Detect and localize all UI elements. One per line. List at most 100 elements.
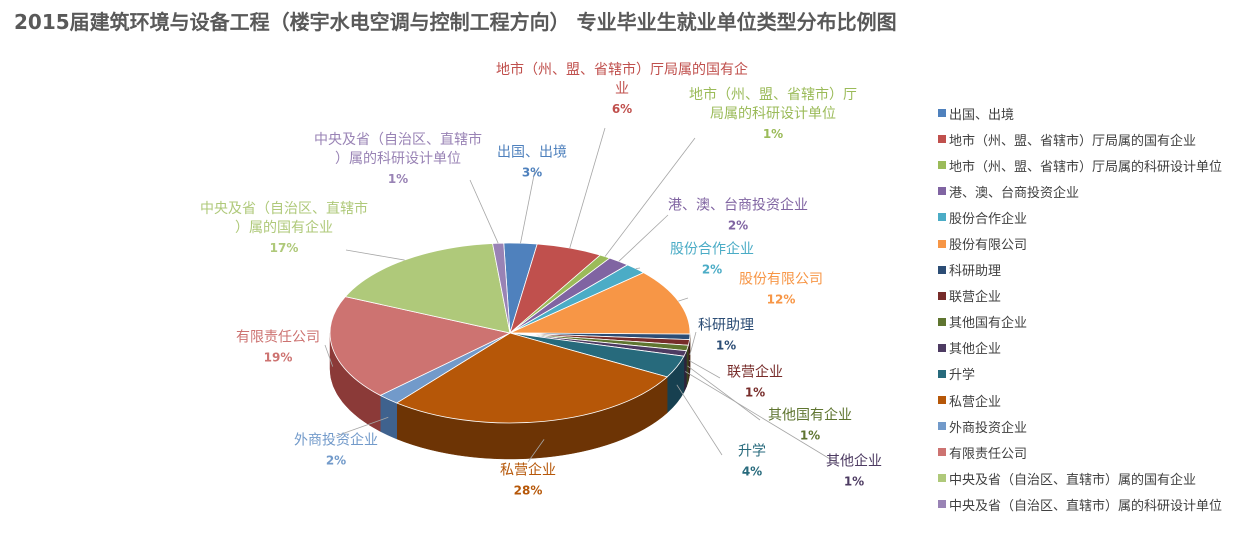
legend-swatch-3 bbox=[938, 187, 946, 196]
legend-item-13: 有限责任公司 bbox=[938, 439, 1222, 465]
legend-swatch-8 bbox=[938, 317, 946, 326]
legend-label-3: 港、澳、台商投资企业 bbox=[949, 185, 1080, 201]
legend-item-5: 股份有限公司 bbox=[938, 230, 1222, 256]
data-label-name-10: 升学 bbox=[738, 444, 766, 460]
data-label-name-7: 联营企业 bbox=[727, 364, 783, 381]
data-label-pct-15: 1% bbox=[388, 172, 408, 186]
pie-slice-15 bbox=[492, 242, 511, 334]
leader-lines bbox=[324, 127, 836, 463]
legend-swatch-12 bbox=[938, 422, 946, 431]
legend-item-1: 地市（州、盟、省辖市）厅局属的国有企业 bbox=[938, 126, 1222, 152]
legend-label-13: 有限责任公司 bbox=[949, 446, 1028, 462]
legend-swatch-10 bbox=[938, 369, 946, 378]
legend: 出国、出境 地市（州、盟、省辖市）厅局属的国有企业 地市（州、盟、省辖市）厅局属的科… bbox=[938, 100, 1222, 518]
legend-item-0: 出国、出境 bbox=[938, 100, 1222, 126]
data-label-name-13: 有限责任公司 bbox=[236, 330, 320, 346]
legend-swatch-2 bbox=[938, 161, 946, 170]
data-label-name-6: 科研助理 bbox=[698, 318, 754, 334]
legend-item-6: 科研助理 bbox=[938, 257, 1222, 283]
pie-slice-5 bbox=[509, 272, 691, 335]
leader-line-6 bbox=[689, 331, 697, 355]
leader-line-0 bbox=[520, 169, 536, 244]
data-label-name-1: 地市（州、盟、省辖市）厅局属的国有企业 bbox=[496, 61, 748, 97]
legend-swatch-6 bbox=[938, 265, 946, 274]
data-label-name-5: 股份有限公司 bbox=[739, 272, 823, 288]
leader-line-1 bbox=[569, 127, 606, 249]
legend-swatch-4 bbox=[938, 213, 946, 222]
leader-line-3 bbox=[618, 214, 669, 262]
leader-line-7 bbox=[688, 360, 721, 379]
legend-item-11: 私营企业 bbox=[938, 387, 1222, 413]
leader-line-13 bbox=[324, 344, 334, 367]
legend-item-15: 中央及省（自治区、直辖市）属的科研设计单位 bbox=[938, 491, 1222, 517]
legend-item-3: 港、澳、台商投资企业 bbox=[938, 178, 1222, 204]
data-label-name-14: 中央及省（自治区、直辖市）属的国有企业 bbox=[200, 200, 368, 236]
data-labels: 出国、出境 3% 地市（州、盟、省辖市）厅局属的国有企业 6% 地市（州、盟、省辖市）厅… bbox=[200, 61, 882, 498]
legend-label-11: 私营企业 bbox=[949, 394, 1002, 410]
pie-slice-14 bbox=[344, 243, 511, 334]
data-label-pct-13: 19% bbox=[264, 351, 293, 365]
legend-swatch-5 bbox=[938, 239, 946, 248]
data-label-pct-11: 28% bbox=[514, 484, 543, 498]
data-label-name-12: 外商投资企业 bbox=[294, 432, 378, 449]
legend-swatch-0 bbox=[938, 109, 946, 118]
pie-sides bbox=[329, 332, 691, 460]
data-label-pct-8: 1% bbox=[800, 429, 820, 443]
data-label-pct-7: 1% bbox=[745, 386, 765, 400]
data-label-name-3: 港、澳、台商投资企业 bbox=[668, 197, 808, 214]
leader-line-10 bbox=[676, 384, 723, 456]
data-label-name-0: 出国、出境 bbox=[497, 145, 567, 161]
pie-side-9 bbox=[683, 350, 687, 393]
legend-label-15: 中央及省（自治区、直辖市）属的科研设计单位 bbox=[949, 498, 1223, 514]
data-label-name-9: 其他企业 bbox=[826, 453, 882, 470]
data-label-pct-12: 2% bbox=[326, 454, 346, 468]
legend-item-12: 外商投资企业 bbox=[938, 413, 1222, 439]
leader-line-9 bbox=[685, 371, 836, 463]
data-label-pct-3: 2% bbox=[728, 219, 748, 233]
legend-label-5: 股份有限公司 bbox=[949, 238, 1028, 254]
legend-label-0: 出国、出境 bbox=[949, 107, 1015, 123]
legend-item-10: 升学 bbox=[938, 361, 1222, 387]
data-label-name-11: 私营企业 bbox=[500, 462, 556, 479]
leader-line-2 bbox=[604, 137, 696, 257]
leader-line-11 bbox=[527, 439, 545, 463]
data-label-pct-5: 12% bbox=[767, 293, 796, 307]
legend-swatch-1 bbox=[938, 135, 946, 144]
legend-label-9: 其他企业 bbox=[949, 342, 1002, 358]
data-label-pct-0: 3% bbox=[522, 166, 542, 180]
data-label-name-8: 其他国有企业 bbox=[768, 407, 852, 424]
legend-label-10: 升学 bbox=[949, 368, 976, 384]
legend-label-6: 科研助理 bbox=[949, 264, 1002, 280]
legend-swatch-13 bbox=[938, 448, 946, 457]
pie-slices bbox=[329, 242, 691, 424]
legend-swatch-11 bbox=[938, 396, 946, 405]
data-label-name-2: 地市（州、盟、省辖市）厅局属的科研设计单位 bbox=[689, 86, 857, 122]
data-label-name-15: 中央及省（自治区、直辖市）属的科研设计单位 bbox=[314, 131, 482, 167]
legend-label-12: 外商投资企业 bbox=[949, 420, 1028, 436]
data-label-pct-2: 1% bbox=[763, 127, 783, 141]
legend-label-4: 股份合作企业 bbox=[949, 211, 1028, 227]
chart-title: 2015届建筑环境与设备工程（楼宇水电空调与控制工程方向） 专业毕业生就业单位类… bbox=[14, 10, 897, 34]
legend-item-8: 其他国有企业 bbox=[938, 309, 1222, 335]
legend-label-14: 中央及省（自治区、直辖市）属的国有企业 bbox=[949, 472, 1197, 488]
legend-swatch-7 bbox=[938, 291, 946, 300]
legend-item-9: 其他企业 bbox=[938, 335, 1222, 361]
leader-line-5 bbox=[678, 297, 689, 302]
data-label-pct-14: 17% bbox=[270, 241, 299, 255]
legend-swatch-14 bbox=[938, 474, 946, 483]
legend-item-14: 中央及省（自治区、直辖市）属的国有企业 bbox=[938, 465, 1222, 491]
legend-swatch-9 bbox=[938, 343, 946, 352]
leader-line-8 bbox=[687, 365, 761, 421]
leader-line-14 bbox=[345, 249, 405, 261]
legend-label-8: 其他国有企业 bbox=[949, 316, 1028, 332]
legend-item-4: 股份合作企业 bbox=[938, 204, 1222, 230]
legend-label-7: 联营企业 bbox=[949, 290, 1002, 306]
data-label-name-4: 股份合作企业 bbox=[670, 241, 754, 258]
data-label-pct-4: 2% bbox=[702, 263, 722, 277]
pie-slice-13 bbox=[329, 296, 512, 396]
legend-swatch-15 bbox=[938, 500, 946, 509]
data-label-pct-9: 1% bbox=[844, 475, 864, 489]
data-label-pct-1: 6% bbox=[612, 102, 632, 116]
data-label-pct-10: 4% bbox=[742, 465, 762, 479]
